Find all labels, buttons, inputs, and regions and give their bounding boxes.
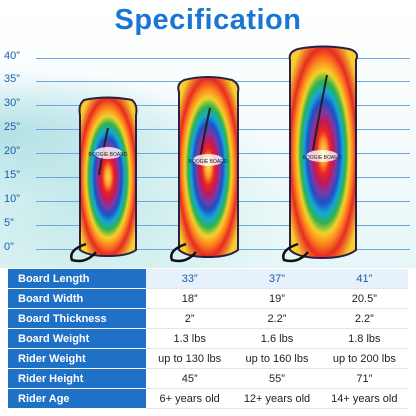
spec-label: Board Width: [8, 288, 146, 309]
boogie-board-small: BOOGIE BOARD: [70, 96, 138, 263]
spec-value-medium: 2.2”: [233, 308, 321, 329]
ruler-label-15: 15”: [4, 169, 20, 181]
spec-value-medium: up to 160 lbs: [233, 348, 321, 369]
ruler-label-25: 25”: [4, 121, 20, 133]
spec-table: Board Length 33” 37” 41” Board Width 18”…: [8, 269, 408, 409]
ruler-gridline: [36, 58, 410, 59]
spec-value-small: 45”: [146, 368, 234, 389]
spec-value-small: 6+ years old: [146, 388, 234, 409]
ruler-label-35: 35”: [4, 73, 20, 85]
ruler-label-0: 0”: [4, 241, 14, 253]
boards-illustration: BOOGIE BOARD BOOGIE BOARD BOOGIE BOARD: [70, 45, 359, 263]
boogie-board-large: BOOGIE BOARD: [282, 45, 359, 263]
board-logo: BOOGIE BOARD: [189, 159, 228, 165]
boogie-board-medium: BOOGIE BOARD: [170, 76, 240, 263]
spec-row-board-width: Board Width 18” 19” 20.5”: [8, 288, 408, 309]
spec-label: Rider Weight: [8, 348, 146, 369]
spec-value-small: 2”: [146, 308, 234, 329]
spec-value-large: 41”: [320, 269, 408, 289]
spec-row-board-weight: Board Weight 1.3 lbs 1.6 lbs 1.8 lbs: [8, 328, 408, 349]
spec-value-medium: 12+ years old: [233, 388, 321, 409]
board-logo: BOOGIE BOARD: [303, 155, 342, 161]
spec-row-rider-weight: Rider Weight up to 130 lbs up to 160 lbs…: [8, 348, 408, 369]
spec-label: Rider Age: [8, 388, 146, 409]
spec-value-small: 1.3 lbs: [146, 328, 234, 349]
ruler-label-20: 20”: [4, 145, 20, 157]
spec-value-medium: 55”: [233, 368, 321, 389]
spec-row-rider-height: Rider Height 45” 55” 71”: [8, 368, 408, 389]
spec-value-small: 18”: [146, 288, 234, 309]
spec-label: Rider Height: [8, 368, 146, 389]
spec-value-large: 2.2”: [320, 308, 408, 329]
ruler-label-5: 5”: [4, 217, 14, 229]
spec-row-rider-age: Rider Age 6+ years old 12+ years old 14+…: [8, 388, 408, 409]
board-logo: BOOGIE BOARD: [89, 152, 128, 158]
spec-value-small: up to 130 lbs: [146, 348, 234, 369]
spec-value-small: 33”: [146, 269, 234, 289]
ruler-label-30: 30”: [4, 97, 20, 109]
spec-value-medium: 1.6 lbs: [233, 328, 321, 349]
spec-value-medium: 19”: [233, 288, 321, 309]
ruler-label-40: 40”: [4, 50, 20, 62]
spec-label: Board Weight: [8, 328, 146, 349]
spec-value-large: up to 200 lbs: [320, 348, 408, 369]
product-hero: Specification 40” 35” 30” 25” 20” 15” 10…: [0, 0, 416, 268]
spec-label: Board Thickness: [8, 308, 146, 329]
ruler-label-10: 10”: [4, 193, 20, 205]
spec-value-large: 1.8 lbs: [320, 328, 408, 349]
spec-value-large: 20.5”: [320, 288, 408, 309]
spec-value-large: 14+ years old: [320, 388, 408, 409]
spec-label: Board Length: [8, 269, 146, 289]
spec-row-board-thickness: Board Thickness 2” 2.2” 2.2”: [8, 308, 408, 329]
spec-value-medium: 37”: [233, 269, 321, 289]
spec-row-board-length: Board Length 33” 37” 41”: [8, 269, 408, 289]
spec-value-large: 71”: [320, 368, 408, 389]
page-title: Specification: [114, 4, 302, 36]
